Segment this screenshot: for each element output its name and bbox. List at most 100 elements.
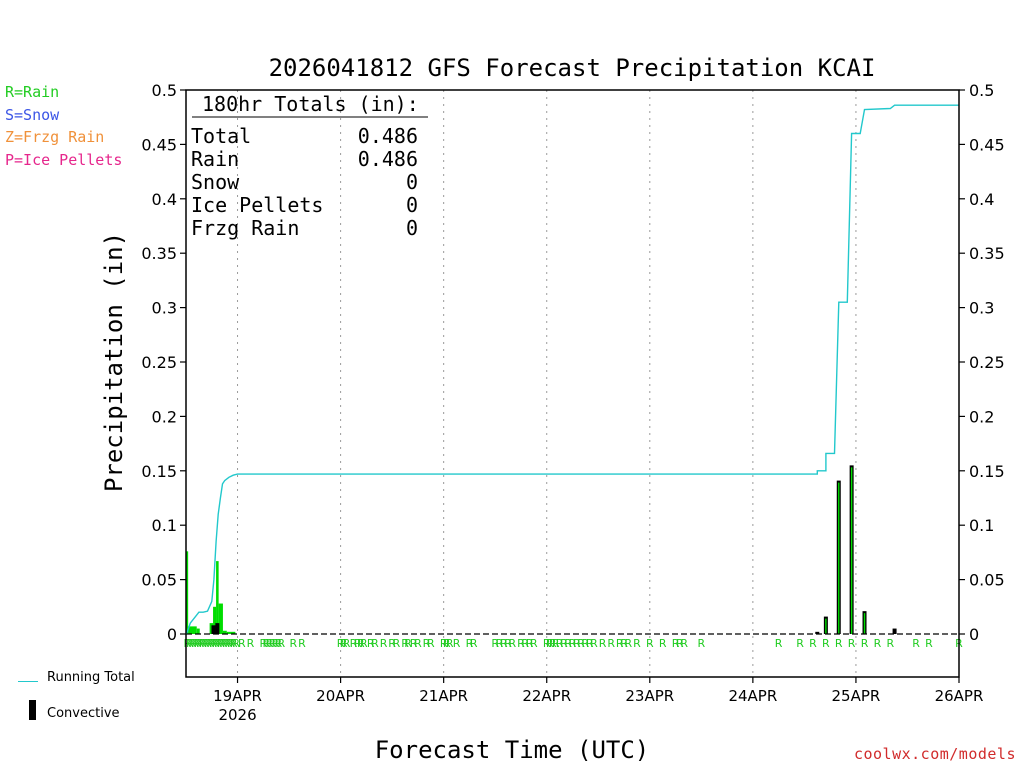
totals-label-frzg-rain: Frzg Rain: [191, 216, 299, 240]
legend-frzg-rain: Z=Frzg Rain: [5, 128, 105, 146]
rain-marker: R: [440, 637, 448, 650]
convective-bar: [211, 625, 216, 634]
rain-marker: R: [401, 637, 409, 650]
rain-marker: R: [453, 637, 461, 650]
y-tick-label-left: 0: [167, 625, 177, 644]
rain-marker: R: [848, 637, 856, 650]
y-tick-label-left: 0.25: [141, 353, 177, 372]
rain-marker: R: [271, 637, 279, 650]
rain-marker: R: [367, 637, 375, 650]
y-tick-label-right: 0.05: [969, 571, 1005, 590]
x-axis-label: Forecast Time (UTC): [375, 736, 650, 764]
rain-marker: R: [809, 637, 817, 650]
rain-marker: R: [238, 637, 246, 650]
rain-marker: R: [290, 637, 298, 650]
rain-marker: R: [912, 637, 920, 650]
x-tick-label: 23APR: [625, 687, 674, 705]
rain-marker: R: [564, 637, 572, 650]
legend-running-total: Running Total: [18, 670, 135, 685]
rain-bar: [196, 628, 200, 634]
convective-bars: [211, 465, 897, 634]
rain-bar-core: [838, 482, 840, 634]
rain-marker: R: [204, 637, 212, 650]
rain-marker: R: [207, 637, 215, 650]
rain-marker: R: [212, 637, 220, 650]
rain-bar-core: [850, 467, 853, 634]
rain-marker: R: [230, 637, 238, 650]
y-tick-label-right: 0.4: [969, 190, 994, 209]
rain-marker: R: [199, 637, 207, 650]
rain-marker: R: [607, 637, 615, 650]
rain-marker: R: [569, 637, 577, 650]
rain-marker: R: [659, 637, 667, 650]
x-tick-sublabel: 2026: [218, 706, 256, 724]
rain-marker: R: [227, 637, 235, 650]
rain-marker: R: [496, 637, 504, 650]
y-tick-label-right: 0.45: [969, 135, 1005, 154]
rain-marker: R: [543, 637, 551, 650]
rain-marker: R: [517, 637, 525, 650]
rain-marker: R: [443, 637, 451, 650]
totals-label-ice-pellets: Ice Pellets: [191, 193, 323, 217]
rain-marker: R: [191, 637, 199, 650]
running-total-swatch: [18, 681, 38, 682]
rain-bar: [216, 561, 219, 634]
rain-marker: R: [509, 637, 517, 650]
rain-marker: R: [220, 637, 228, 650]
rain-marker: R: [186, 637, 194, 650]
rain-marker: R: [470, 637, 478, 650]
rain-marker: R: [874, 637, 882, 650]
rain-marker: R: [573, 637, 581, 650]
rain-marker: R: [549, 637, 557, 650]
x-tick-label: 19APR: [213, 687, 262, 705]
rain-marker: R: [278, 637, 286, 650]
totals-value-snow: 0: [406, 170, 418, 194]
rain-marker: R: [189, 637, 197, 650]
rain-marker: R: [354, 637, 362, 650]
rain-marker: R: [530, 637, 538, 650]
rain-marker: R: [209, 637, 217, 650]
rain-marker: R: [599, 637, 607, 650]
rain-bar: [222, 630, 227, 634]
y-tick-label-right: 0.15: [969, 462, 1005, 481]
totals-label-rain: Rain: [191, 147, 239, 171]
y-tick-label-right: 0.25: [969, 353, 1005, 372]
rain-marker: R: [265, 637, 273, 650]
convective-bar: [892, 628, 897, 634]
y-tick-label-left: 0.15: [141, 462, 177, 481]
rain-marker: R: [357, 637, 365, 650]
rain-marker: R: [672, 637, 680, 650]
legend-snow: S=Snow: [5, 105, 60, 124]
y-tick-label-left: 0.5: [152, 81, 177, 100]
totals-value-rain: 0.486: [358, 147, 418, 171]
totals-value-ice-pellets: 0: [406, 193, 418, 217]
rain-marker: R: [822, 637, 830, 650]
rain-marker: R: [337, 637, 345, 650]
rain-marker: R: [925, 637, 933, 650]
y-tick-label-right: 0.3: [969, 299, 994, 318]
rain-marker: R: [886, 637, 894, 650]
rain-marker: R: [466, 637, 474, 650]
totals-header: 180hr Totals (in):: [202, 92, 419, 116]
legend-rain: R=Rain: [5, 83, 60, 101]
rain-marker: R: [183, 637, 191, 650]
rain-marker: R: [556, 637, 564, 650]
rain-marker: R: [404, 637, 412, 650]
totals-value-frzg-rain: 0: [406, 216, 418, 240]
y-tick-label-right: 0: [969, 625, 979, 644]
legend-ice-pellets: P=Ice Pellets: [5, 150, 123, 169]
rain-bar: [209, 623, 214, 634]
y-ticks-right: 0 0.05 0.1 0.15 0.2 0.25 0.3 0.35 0.4 0.45 0.5: [959, 81, 1005, 644]
rain-bar-core: [825, 618, 827, 634]
running-total-label: Running Total: [47, 670, 135, 685]
y-tick-label-right: 0.35: [969, 244, 1005, 263]
rain-marker: R: [590, 637, 598, 650]
rain-marker: R: [343, 637, 351, 650]
rain-marker: R: [275, 637, 283, 650]
y-ticks-left: 0 0.05 0.1 0.15 0.2 0.25 0.3 0.35 0.4 0.45 0.5: [141, 81, 186, 644]
rain-marker: R: [676, 637, 684, 650]
rain-marker: R: [410, 637, 418, 650]
